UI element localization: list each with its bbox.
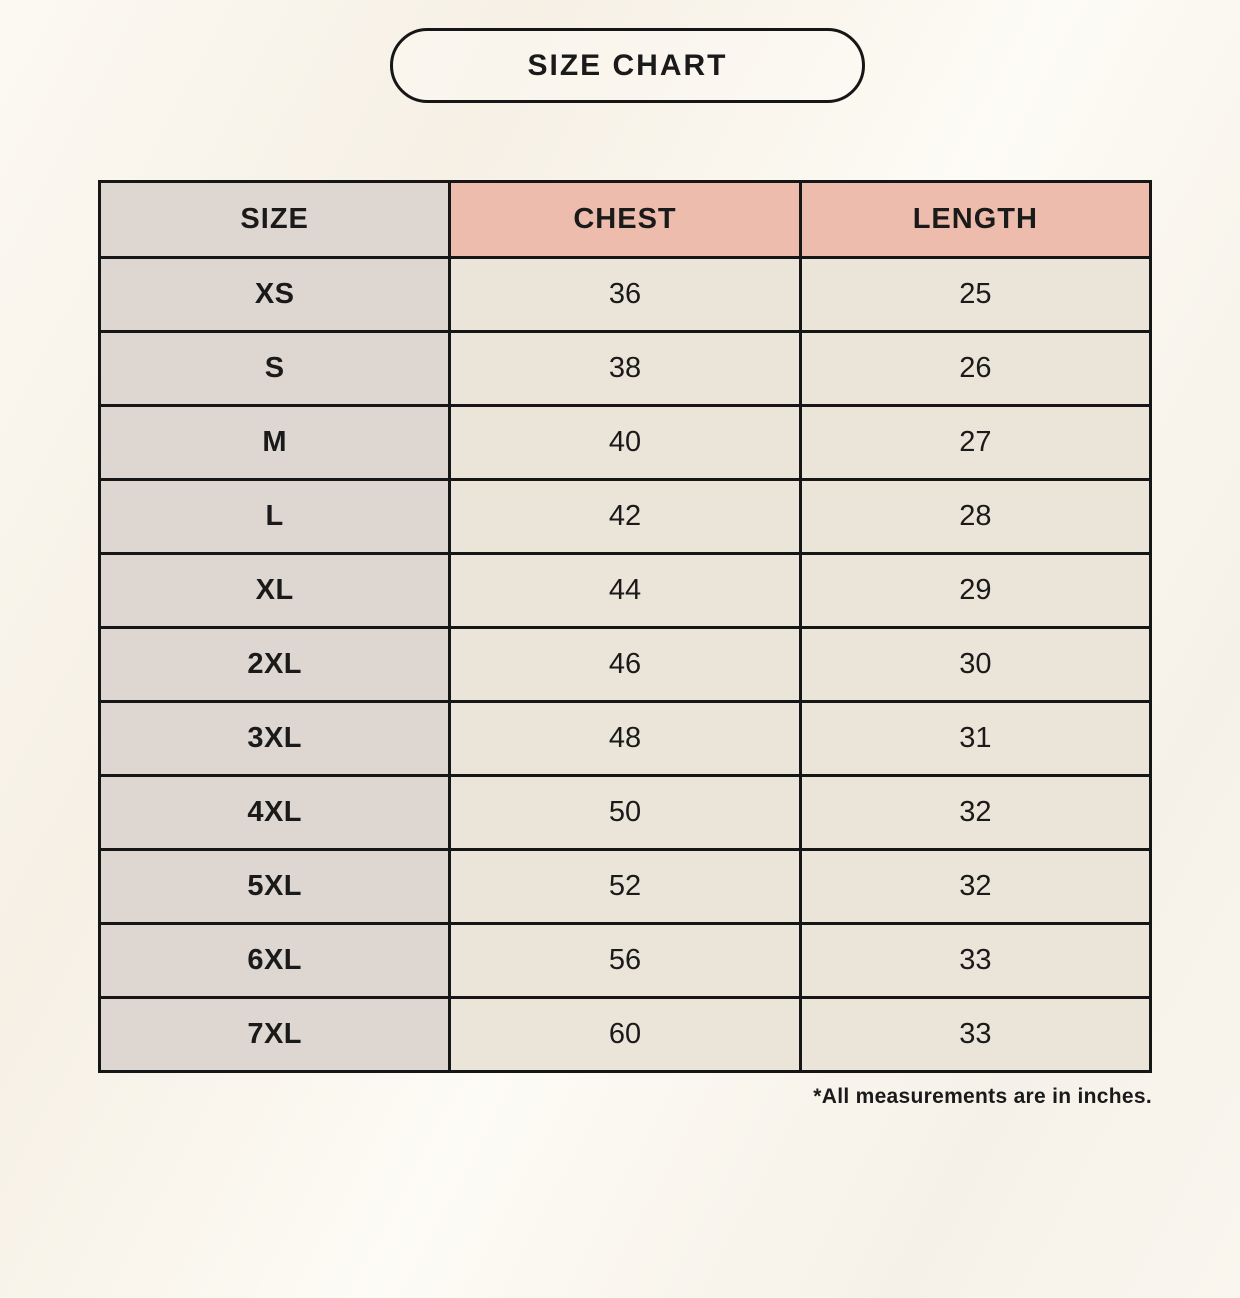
table-row: 4XL 50 32	[97, 774, 1153, 851]
measurements-footnote: *All measurements are in inches.	[813, 1085, 1152, 1108]
length-cell: 32	[798, 774, 1153, 851]
table-row: S 38 26	[97, 330, 1153, 407]
chest-cell: 42	[448, 478, 802, 555]
table-row: M 40 27	[97, 404, 1153, 481]
size-cell: XS	[97, 256, 452, 333]
length-cell: 25	[798, 256, 1153, 333]
length-cell: 26	[798, 330, 1153, 407]
table-row: L 42 28	[97, 478, 1153, 555]
length-cell: 33	[798, 996, 1153, 1073]
chest-cell: 46	[448, 626, 802, 703]
size-cell: 2XL	[97, 626, 452, 703]
table-row: 2XL 46 30	[97, 626, 1153, 703]
size-cell: 5XL	[97, 848, 452, 925]
length-cell: 29	[798, 552, 1153, 629]
chest-cell: 40	[448, 404, 802, 481]
length-cell: 33	[798, 922, 1153, 999]
chest-cell: 56	[448, 922, 802, 999]
table-row: 7XL 60 33	[97, 996, 1153, 1073]
size-chart-table-container: SIZE CHEST LENGTH XS 36 25 S 38 26 M 40 …	[97, 180, 1153, 1073]
table-row: 5XL 52 32	[97, 848, 1153, 925]
size-chart-table: SIZE CHEST LENGTH XS 36 25 S 38 26 M 40 …	[97, 180, 1153, 1073]
length-cell: 27	[798, 404, 1153, 481]
size-cell: 3XL	[97, 700, 452, 777]
size-cell: S	[97, 330, 452, 407]
chest-cell: 48	[448, 700, 802, 777]
chest-cell: 60	[448, 996, 802, 1073]
table-row: XL 44 29	[97, 552, 1153, 629]
table-header-row: SIZE CHEST LENGTH	[97, 180, 1153, 259]
size-chart-title-pill: SIZE CHART	[390, 28, 865, 103]
table-row: 3XL 48 31	[97, 700, 1153, 777]
chest-cell: 52	[448, 848, 802, 925]
column-header-chest: CHEST	[448, 180, 802, 259]
chest-cell: 44	[448, 552, 802, 629]
length-cell: 28	[798, 478, 1153, 555]
table-row: XS 36 25	[97, 256, 1153, 333]
size-cell: M	[97, 404, 452, 481]
length-cell: 30	[798, 626, 1153, 703]
size-cell: XL	[97, 552, 452, 629]
chest-cell: 36	[448, 256, 802, 333]
length-cell: 31	[798, 700, 1153, 777]
length-cell: 32	[798, 848, 1153, 925]
page-title: SIZE CHART	[527, 48, 728, 82]
column-header-size: SIZE	[97, 180, 452, 259]
size-cell: 4XL	[97, 774, 452, 851]
size-cell: 7XL	[97, 996, 452, 1073]
size-cell: L	[97, 478, 452, 555]
size-cell: 6XL	[97, 922, 452, 999]
size-table-body: XS 36 25 S 38 26 M 40 27 L 42 28 XL 44 2…	[97, 256, 1153, 1073]
chest-cell: 38	[448, 330, 802, 407]
column-header-length: LENGTH	[798, 180, 1153, 259]
table-row: 6XL 56 33	[97, 922, 1153, 999]
chest-cell: 50	[448, 774, 802, 851]
